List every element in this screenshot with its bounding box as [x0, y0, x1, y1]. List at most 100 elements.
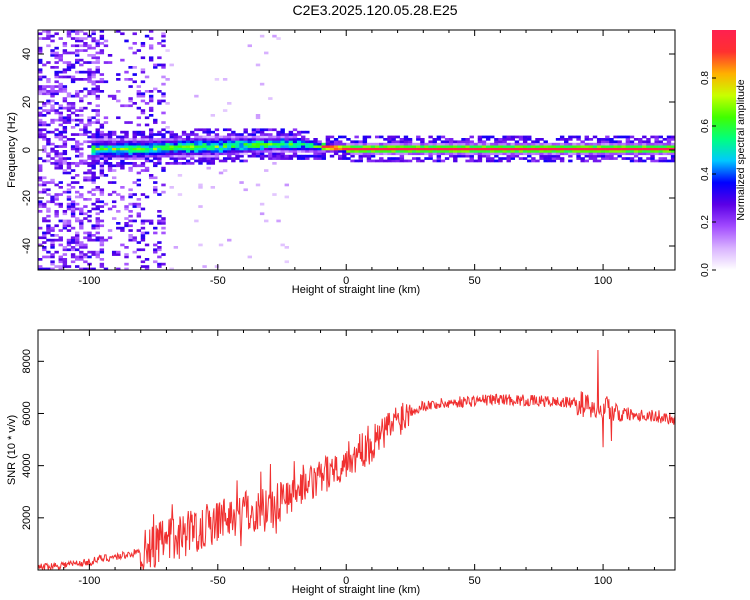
spectrogram-cell: [292, 150, 298, 153]
spectrogram-cell: [374, 145, 380, 148]
spectrogram-cell: [264, 135, 269, 139]
spectrogram-cell: [165, 147, 170, 151]
spectrogram-cell: [469, 157, 474, 160]
spectrogram-cell: [185, 133, 191, 136]
spectrogram-cell: [99, 262, 105, 266]
spectrogram-cell: [617, 145, 622, 148]
spectrogram-cell: [235, 150, 240, 153]
spectrogram-cell: [124, 78, 129, 81]
spectrogram-cell: [58, 104, 63, 108]
spectrogram-cell: [136, 85, 142, 88]
spectrogram-cell: [87, 154, 92, 158]
spectrogram-cell: [95, 130, 100, 134]
spectrogram-cell: [124, 267, 129, 270]
snr-y-axis-label: SNR (10 * v/v): [6, 415, 18, 485]
spectrogram-cell: [588, 147, 594, 151]
spectrogram-cell: [140, 44, 146, 48]
spectrogram-cell: [70, 200, 76, 204]
spectrogram-cell: [638, 157, 643, 160]
spectrogram-cell: [58, 90, 63, 93]
spectrogram-cell: [461, 152, 466, 156]
spectrogram-cell: [338, 145, 343, 148]
spectrogram-cell: [120, 198, 125, 201]
spectrogram-cell: [235, 147, 240, 151]
spectrogram-cell: [498, 145, 503, 148]
spectrogram-cell: [301, 154, 306, 158]
spectrogram-cell: [436, 145, 442, 148]
spectrogram-cell: [465, 147, 470, 151]
spectrogram-cell: [46, 123, 51, 127]
spectrogram-cell: [658, 140, 663, 144]
spectrogram-cell: [576, 145, 581, 148]
spectrogram-cell: [395, 140, 400, 144]
spectrogram-cell: [481, 140, 487, 144]
spectrogram-cell: [666, 145, 672, 148]
spectrogram-cell: [38, 202, 43, 206]
spectrogram-cell: [457, 140, 462, 144]
spectrogram-cell: [42, 87, 47, 91]
spectrogram-cell: [54, 159, 59, 163]
spectrogram-cell: [50, 238, 55, 242]
spectrogram-cell: [358, 145, 363, 148]
spectrogram-cell: [366, 159, 372, 163]
spectrogram-cell: [551, 145, 557, 148]
spectrogram-cell: [366, 145, 372, 148]
spectrogram-cell: [38, 236, 43, 240]
spectrogram-cell: [650, 135, 655, 139]
spectrogram-cell: [42, 138, 47, 141]
spectrogram-cell: [173, 159, 179, 163]
spectrogram-cell: [70, 255, 76, 259]
spectrogram-cell: [165, 140, 170, 144]
spectrogram-cell: [157, 154, 162, 158]
spectrogram-cell: [157, 102, 162, 105]
spectrogram-cell: [222, 159, 228, 163]
spectrogram-cell: [354, 142, 359, 146]
spectrogram-cell: [177, 193, 183, 196]
spectrogram-cell: [227, 138, 232, 141]
spectrogram-cell: [222, 78, 228, 81]
spectrogram-cell: [120, 166, 125, 170]
spectrogram-cell: [140, 164, 146, 168]
spectrogram-cell: [74, 150, 80, 153]
spectrogram-cell: [79, 253, 84, 256]
spectrogram-cell: [38, 51, 43, 55]
spectrogram-cell: [301, 138, 306, 141]
spectrogram-cell: [42, 102, 47, 105]
spectrogram-cell: [140, 236, 146, 240]
spectrogram-cell: [74, 123, 80, 127]
spectrogram-cell: [66, 75, 72, 79]
spectrogram-cell: [95, 128, 100, 132]
spectrogram-cell: [259, 212, 265, 216]
spectrogram-cell: [231, 152, 236, 156]
spectrogram-cell: [91, 174, 96, 177]
spectrogram-cell: [95, 111, 100, 115]
spectrogram-cell: [362, 152, 368, 156]
spectrogram-cell: [280, 147, 285, 151]
spectrogram-cell: [428, 135, 433, 139]
spectrogram-cell: [103, 154, 109, 158]
spectrogram-cell: [473, 152, 479, 156]
spectrogram-cell: [601, 138, 606, 141]
spectrogram-cell: [95, 135, 100, 139]
spectrogram-cell: [580, 152, 585, 156]
spectrogram-cell: [222, 152, 228, 156]
spectrogram-cell: [38, 205, 43, 208]
spectrogram-cell: [87, 178, 92, 182]
spectrogram-cell: [111, 164, 117, 168]
spectrogram-cell: [613, 145, 618, 148]
spectrogram-cell: [148, 150, 154, 153]
spectrogram-cell: [74, 58, 80, 62]
spectrogram-cell: [42, 188, 47, 192]
spectrogram-cell: [111, 217, 117, 220]
spectrogram-cell: [617, 150, 622, 153]
spectrogram-cell: [50, 150, 55, 153]
spectrogram-cell: [116, 250, 121, 254]
spectrogram-cell: [66, 116, 72, 120]
spectrogram-cell: [555, 154, 561, 158]
spectrogram-cell: [420, 142, 425, 146]
spectrogram-cell: [181, 130, 187, 134]
spectrogram-cell: [358, 152, 363, 156]
spectrogram-cell: [140, 248, 146, 252]
spectrogram-cell: [62, 142, 68, 146]
spectrogram-cell: [259, 202, 265, 206]
